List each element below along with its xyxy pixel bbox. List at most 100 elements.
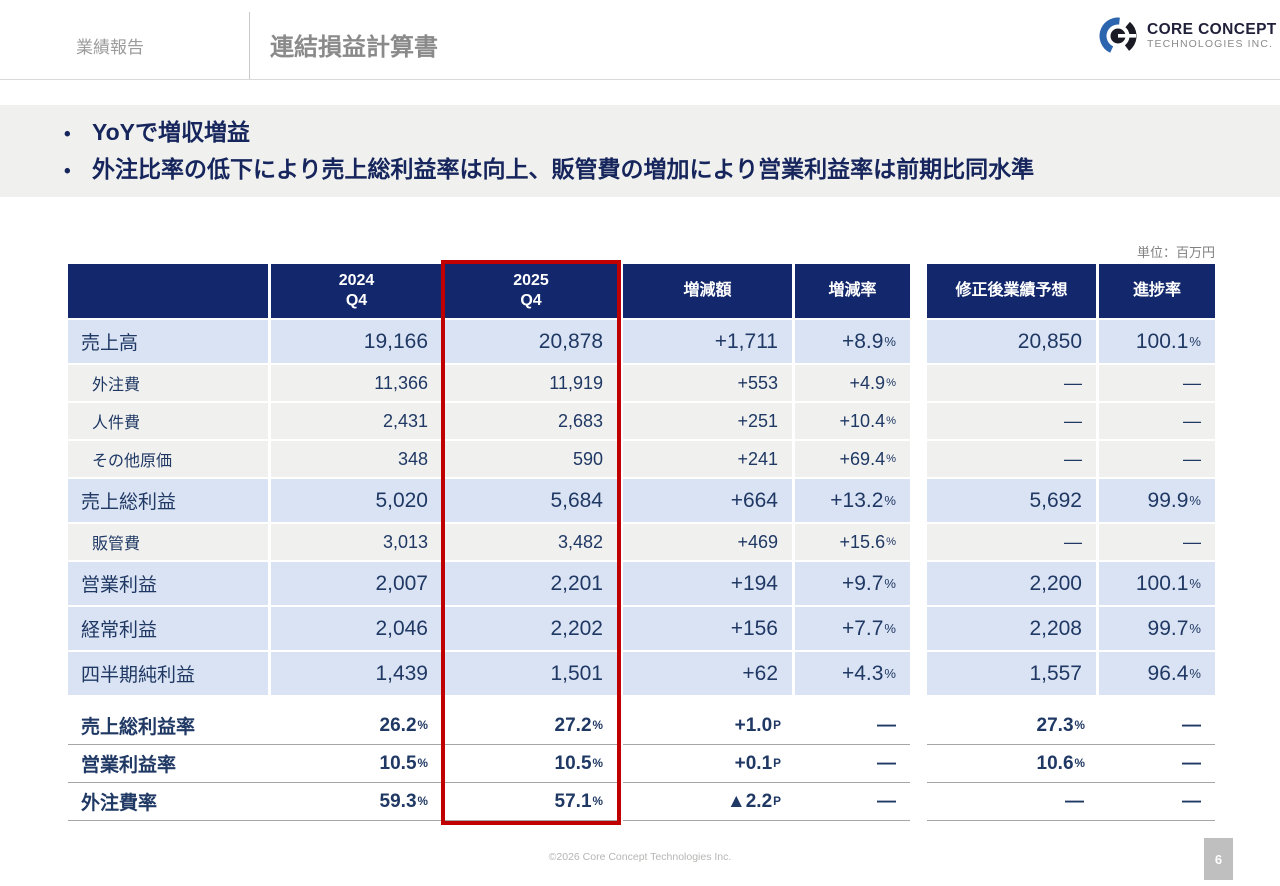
page-title: 連結損益計算書: [270, 34, 438, 61]
value-2024q4: 2,046: [271, 607, 442, 650]
diff-rate: +4.3%: [795, 652, 910, 695]
diff-rate: —: [877, 752, 896, 774]
copyright: ©2026 Core Concept Technologies Inc.: [548, 851, 732, 863]
diff-amount: ▲2.2 P: [726, 790, 781, 812]
diff-amount: +62: [623, 652, 792, 695]
summary-banner: • YoYで増収増益 • 外注比率の低下により売上総利益率は向上、販管費の増加に…: [0, 105, 1280, 197]
bullet-icon: •: [64, 160, 71, 182]
diff-amount: +156: [623, 607, 792, 650]
forecast: —: [927, 441, 1096, 477]
summary-bullet-1: • YoYで増収増益: [0, 114, 1280, 151]
value-2024q4: 2,007: [271, 562, 442, 605]
progress-rate: —: [1182, 752, 1201, 774]
row-label: 人件費: [68, 403, 268, 439]
row-label: 販管費: [68, 524, 268, 560]
value-2024q4: 2,431: [271, 403, 442, 439]
value-2025q4: 27.2%: [554, 714, 603, 736]
value-2025q4: 11,919: [445, 365, 617, 401]
summary-text: 外注比率の低下により売上総利益率は向上、販管費の増加により営業利益率は前期比同水…: [92, 155, 1035, 182]
table-row: 売上総利益 5,020 5,684 +664 +13.2% 5,692 99.9…: [68, 479, 1215, 522]
col-header-diff-amount: 増減額: [623, 264, 792, 318]
value-2024q4: 1,439: [271, 652, 442, 695]
diff-rate: —: [877, 714, 896, 736]
row-label: 営業利益率: [81, 755, 177, 776]
row-label: 四半期純利益: [68, 652, 268, 695]
diff-rate: +8.9%: [795, 320, 910, 363]
value-2025q4: 10.5%: [554, 752, 603, 774]
logo-text: CORE CONCEPT TECHNOLOGIES INC.: [1147, 21, 1277, 51]
value-2024q4: 11,366: [271, 365, 442, 401]
logo-text-primary: CORE CONCEPT: [1147, 21, 1277, 39]
table-row: 経常利益 2,046 2,202 +156 +7.7% 2,208 99.7%: [68, 607, 1215, 650]
header-divider: [249, 12, 250, 79]
section-label: 業績報告: [76, 38, 144, 57]
forecast: —: [927, 524, 1096, 560]
forecast: 10.6%: [1036, 752, 1085, 774]
value-2025q4: 2,201: [445, 562, 617, 605]
ratio-group-middle: +1.0 P —: [623, 707, 910, 745]
progress-rate: 100.1%: [1099, 562, 1215, 605]
forecast: —: [1065, 790, 1084, 812]
ratio-group-right: 27.3% —: [927, 707, 1215, 745]
value-2024q4: 59.3%: [379, 790, 428, 812]
col-header-2024q4: 2024 Q4: [271, 264, 442, 318]
logo-text-secondary: TECHNOLOGIES INC.: [1147, 38, 1274, 51]
summary-text: YoYで増収増益: [92, 119, 251, 145]
row-label: 売上高: [68, 320, 268, 363]
diff-amount: +241: [623, 441, 792, 477]
ratio-row: 外注費率 59.3% 57.1% ▲2.2 P — — —: [68, 783, 1215, 821]
pl-table: 2024 Q4 2025 Q4 増減額 増減率 修正後業績予想 進捗率 売上高 19…: [68, 260, 1215, 825]
value-2025q4: 590: [445, 441, 617, 477]
diff-amount: +664: [623, 479, 792, 522]
ratio-group-right: 10.6% —: [927, 745, 1215, 783]
value-2025q4: 2,683: [445, 403, 617, 439]
table-row: 営業利益 2,007 2,201 +194 +9.7% 2,200 100.1%: [68, 562, 1215, 605]
row-label: 外注費: [68, 365, 268, 401]
diff-rate: +69.4%: [795, 441, 910, 477]
progress-rate: 96.4%: [1099, 652, 1215, 695]
row-label: 営業利益: [68, 562, 268, 605]
progress-rate: 100.1%: [1099, 320, 1215, 363]
diff-rate: +7.7%: [795, 607, 910, 650]
summary-bullet-2: • 外注比率の低下により売上総利益率は向上、販管費の増加により営業利益率は前期比…: [0, 151, 1280, 188]
table-row: その他原価 348 590 +241 +69.4% — —: [68, 441, 1215, 477]
progress-rate: 99.7%: [1099, 607, 1215, 650]
forecast: 2,208: [927, 607, 1096, 650]
value-2025q4: 57.1%: [554, 790, 603, 812]
bullet-icon: •: [64, 124, 71, 145]
page-number-badge: 6: [1204, 838, 1233, 880]
table-row: 販管費 3,013 3,482 +469 +15.6% — —: [68, 524, 1215, 560]
value-2024q4: 3,013: [271, 524, 442, 560]
value-2025q4: 5,684: [445, 479, 617, 522]
ratio-group-left: 売上総利益率 26.2% 27.2%: [68, 707, 617, 745]
forecast: —: [927, 403, 1096, 439]
value-2024q4: 19,166: [271, 320, 442, 363]
value-2024q4: 5,020: [271, 479, 442, 522]
diff-amount: +194: [623, 562, 792, 605]
progress-rate: —: [1182, 714, 1201, 736]
table-row: 人件費 2,431 2,683 +251 +10.4% — —: [68, 403, 1215, 439]
ratio-group-left: 営業利益率 10.5% 10.5%: [68, 745, 617, 783]
diff-rate: +13.2%: [795, 479, 910, 522]
col-header-progress: 進捗率: [1099, 264, 1215, 318]
value-2025q4: 3,482: [445, 524, 617, 560]
col-header-2025q4: 2025 Q4: [445, 264, 617, 318]
header-rule: [0, 79, 1280, 80]
table-header-row: 2024 Q4 2025 Q4 増減額 増減率 修正後業績予想 進捗率: [68, 264, 1215, 318]
diff-amount: +553: [623, 365, 792, 401]
diff-rate: —: [877, 790, 896, 812]
table-row: 四半期純利益 1,439 1,501 +62 +4.3% 1,557 96.4%: [68, 652, 1215, 695]
forecast: 27.3%: [1036, 714, 1085, 736]
progress-rate: —: [1099, 403, 1215, 439]
row-label: その他原価: [68, 441, 268, 477]
progress-rate: 99.9%: [1099, 479, 1215, 522]
value-2025q4: 2,202: [445, 607, 617, 650]
table-row: 外注費 11,366 11,919 +553 +4.9% — —: [68, 365, 1215, 401]
diff-amount: +1,711: [623, 320, 792, 363]
progress-rate: —: [1099, 441, 1215, 477]
diff-rate: +15.6%: [795, 524, 910, 560]
value-2025q4: 20,878: [445, 320, 617, 363]
forecast: 2,200: [927, 562, 1096, 605]
diff-amount: +251: [623, 403, 792, 439]
